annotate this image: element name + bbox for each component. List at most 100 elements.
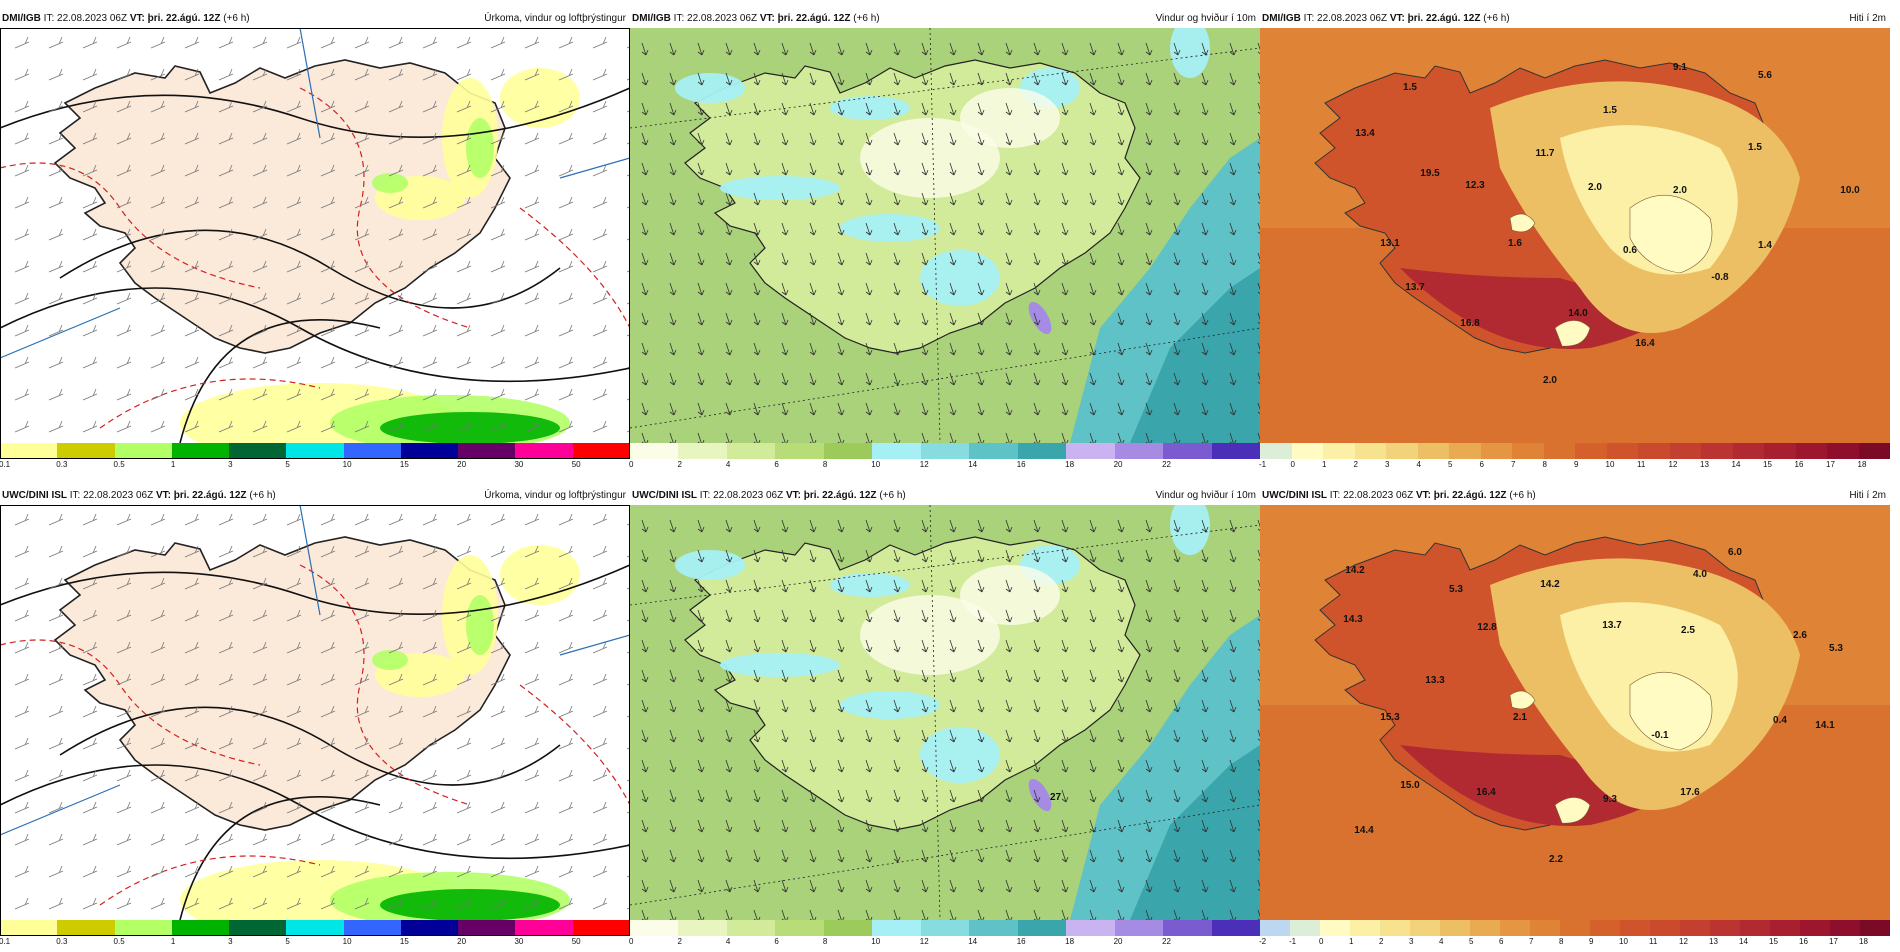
wind-arrow [1201,372,1209,386]
wind-barb [184,609,200,622]
color-scale-tick-label: 0.5 [113,937,125,946]
panel-title: Úrkoma, vindur og loftþrýstingur [484,490,626,501]
wind-arrow [1257,432,1260,443]
wind-barb [218,801,234,814]
wind-arrow [921,312,929,326]
wind-barb [592,801,608,814]
wind-barb [14,641,30,654]
wind-arrow [893,669,901,683]
precip-area [466,118,494,178]
wind-arrow [725,879,733,893]
wind-arrow [865,312,873,326]
wind-arrow [1061,789,1069,803]
wind-arrow [837,519,845,533]
wind-arrow [949,879,957,893]
wind-barb [354,801,370,814]
wind-arrow [697,72,705,86]
wind-barb [422,833,438,846]
wind-arrow [977,789,985,803]
color-scale-swatch [458,920,516,936]
wind-arrow [865,132,873,146]
wind-barb [592,673,608,686]
wind-arrow [1005,549,1013,563]
wind-arrow [977,372,985,386]
color-scale-swatch [1680,920,1710,936]
color-scale-swatch [515,443,573,459]
wind-barb [490,769,506,782]
wind-arrow [1033,72,1041,86]
color-scale-tick-label: 8 [822,460,828,469]
wind-barb [422,737,438,750]
wind-arrow [669,192,677,206]
wind-arrow [1117,402,1125,416]
color-scale-swatch [775,443,824,459]
wind-arrow [753,609,761,623]
wind-barb [558,196,574,209]
wind-arrow [1061,579,1069,593]
wind-arrow [1033,789,1041,803]
wind-arrow [1033,372,1041,386]
wind-arrow [781,132,789,146]
wind-barb [150,68,166,81]
wind-arrow [1173,849,1181,863]
color-scale-swatch [920,920,970,936]
wind-arrow [725,162,733,176]
wind-arrow [1145,879,1153,893]
wind-arrow [865,519,873,533]
temperature-value-label: 0.4 [1773,715,1787,726]
wind-barb [592,164,608,177]
wind-arrow [1005,102,1013,116]
wind-barb [48,801,64,814]
wind-arrow [893,729,901,743]
color-scale-tick-label: 15 [399,937,409,946]
wind-arrow [1229,102,1237,116]
wind-arrow [1173,579,1181,593]
color-scale-tick-label: 3 [228,937,233,946]
glacier-area [1554,797,1591,824]
wind-arrow [865,729,873,743]
color-scale-tick-label: 18 [1065,937,1075,946]
wind-barb [592,513,608,526]
panel-header-info: DMI/IGB IT: 22.08.2023 06Z VT: þri. 22.á… [2,10,250,28]
wind-barb [422,356,438,369]
wind-arrow [1089,909,1097,920]
wind-barb [286,609,302,622]
wind-arrow [1229,72,1237,86]
wind-arrow [1257,402,1260,414]
wind-arrow [809,879,817,893]
wind-barb [558,833,574,846]
wind-barb [14,801,30,814]
wind-arrow [725,909,733,920]
wind-arrow [641,42,649,56]
wind-arrow [809,192,817,206]
wind-barb [150,673,166,686]
wind-barb [150,513,166,526]
wind-arrow [1257,759,1260,771]
wind-barb [524,801,540,814]
wind-barb [422,388,438,401]
wind-arrow [893,699,901,713]
wind-arrow [725,579,733,593]
precip-map-canvas [0,505,630,920]
wind-arrow [725,252,733,266]
wind-barb [286,196,302,209]
wind-arrow [921,699,929,713]
wind-arrow [1033,162,1041,176]
wind-arrow [1117,819,1125,833]
wind-arrow [697,102,705,116]
wind-arrow [837,132,845,146]
wind-arrow [1117,162,1125,176]
wind-barb [456,388,472,401]
wind-arrow [837,609,845,623]
wind-barb [48,36,64,49]
wind-arrow [837,819,845,833]
wind-barb [456,228,472,241]
wind-arrow [697,729,705,743]
wind-arrow [725,432,733,443]
wind-barb [592,577,608,590]
isobar-line [0,287,630,383]
gust-area [920,727,1000,783]
color-scale-tick-label: 5 [285,937,290,946]
wind-barb [354,641,370,654]
wind-barb [490,324,506,337]
